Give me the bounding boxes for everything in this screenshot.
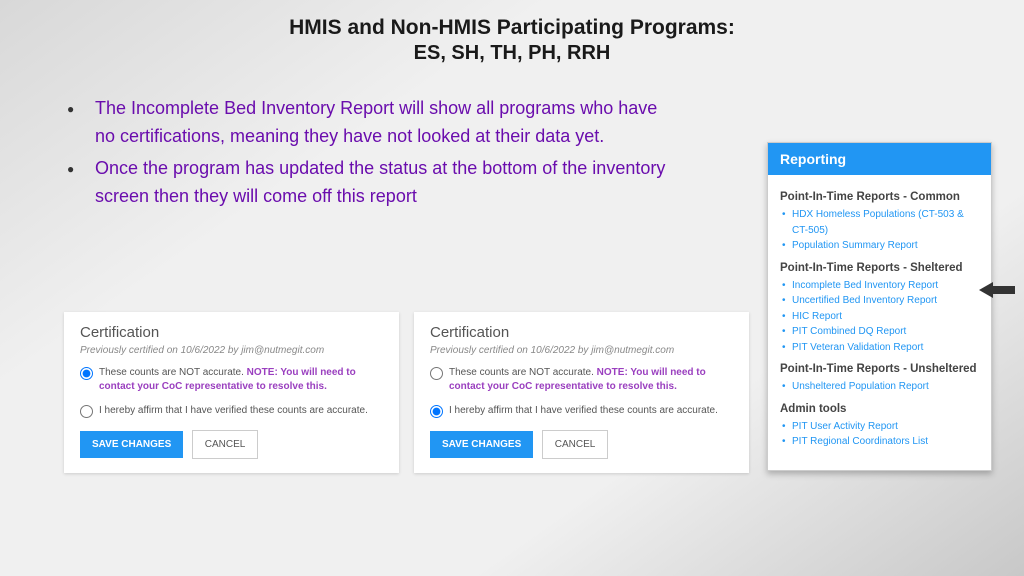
sidebar-link[interactable]: Population Summary Report	[792, 238, 979, 254]
cert-heading: Certification	[80, 324, 383, 341]
bullet-item: The Incomplete Bed Inventory Report will…	[95, 95, 675, 151]
cert-previously-text: Previously certified on 10/6/2022 by jim…	[430, 345, 733, 356]
sidebar-link[interactable]: PIT Veteran Validation Report	[792, 340, 979, 356]
cert-option-text: These counts are NOT accurate. NOTE: You…	[99, 366, 383, 394]
reporting-sidebar: Reporting Point-In-Time Reports - Common…	[767, 142, 992, 471]
sidebar-header: Reporting	[768, 143, 991, 175]
sidebar-section-title: Point-In-Time Reports - Unsheltered	[780, 363, 979, 375]
cert-radio-not-accurate[interactable]	[80, 367, 93, 380]
sidebar-link[interactable]: Uncertified Bed Inventory Report	[792, 293, 979, 309]
cert-previously-text: Previously certified on 10/6/2022 by jim…	[80, 345, 383, 356]
sidebar-link[interactable]: Unsheltered Population Report	[792, 379, 979, 395]
sidebar-link[interactable]: PIT User Activity Report	[792, 419, 979, 435]
sidebar-link-list: Incomplete Bed Inventory ReportUncertifi…	[780, 278, 979, 356]
bullet-list: The Incomplete Bed Inventory Report will…	[95, 95, 675, 211]
sidebar-link[interactable]: PIT Regional Coordinators List	[792, 434, 979, 450]
cert-option-not-accurate[interactable]: These counts are NOT accurate. NOTE: You…	[430, 366, 733, 394]
sidebar-section-title: Point-In-Time Reports - Sheltered	[780, 262, 979, 274]
cert-radio-not-accurate[interactable]	[430, 367, 443, 380]
sidebar-link-list: Unsheltered Population Report	[780, 379, 979, 395]
sidebar-link-list: PIT User Activity ReportPIT Regional Coo…	[780, 419, 979, 450]
cert-option-text: I hereby affirm that I have verified the…	[99, 404, 368, 418]
cert-radio-affirm[interactable]	[430, 405, 443, 418]
save-changes-button[interactable]: SAVE CHANGES	[430, 431, 533, 458]
cancel-button[interactable]: CANCEL	[542, 430, 609, 459]
slide-title-line1: HMIS and Non-HMIS Participating Programs…	[0, 0, 1024, 40]
cert-radio-affirm[interactable]	[80, 405, 93, 418]
save-changes-button[interactable]: SAVE CHANGES	[80, 431, 183, 458]
cert-option-not-accurate[interactable]: These counts are NOT accurate. NOTE: You…	[80, 366, 383, 394]
cert-option-affirm[interactable]: I hereby affirm that I have verified the…	[430, 404, 733, 418]
sidebar-link[interactable]: HIC Report	[792, 309, 979, 325]
sidebar-body: Point-In-Time Reports - Common HDX Homele…	[768, 175, 991, 470]
sidebar-link[interactable]: PIT Combined DQ Report	[792, 324, 979, 340]
sidebar-link-list: HDX Homeless Populations (CT-503 & CT-50…	[780, 207, 979, 254]
cert-option-affirm[interactable]: I hereby affirm that I have verified the…	[80, 404, 383, 418]
certification-panel-right: Certification Previously certified on 10…	[414, 312, 749, 473]
cert-option-text: I hereby affirm that I have verified the…	[449, 404, 718, 418]
bullet-item: Once the program has updated the status …	[95, 155, 675, 211]
cancel-button[interactable]: CANCEL	[192, 430, 259, 459]
sidebar-section-title: Admin tools	[780, 403, 979, 415]
cert-button-row: SAVE CHANGES CANCEL	[430, 430, 733, 459]
cert-option-text: These counts are NOT accurate. NOTE: You…	[449, 366, 733, 394]
slide-title-line2: ES, SH, TH, PH, RRH	[0, 42, 1024, 65]
cert-heading: Certification	[430, 324, 733, 341]
arrow-icon	[979, 281, 1015, 299]
cert-button-row: SAVE CHANGES CANCEL	[80, 430, 383, 459]
sidebar-link[interactable]: HDX Homeless Populations (CT-503 & CT-50…	[792, 207, 979, 238]
sidebar-link[interactable]: Incomplete Bed Inventory Report	[792, 278, 979, 294]
sidebar-section-title: Point-In-Time Reports - Common	[780, 191, 979, 203]
certification-panel-left: Certification Previously certified on 10…	[64, 312, 399, 473]
